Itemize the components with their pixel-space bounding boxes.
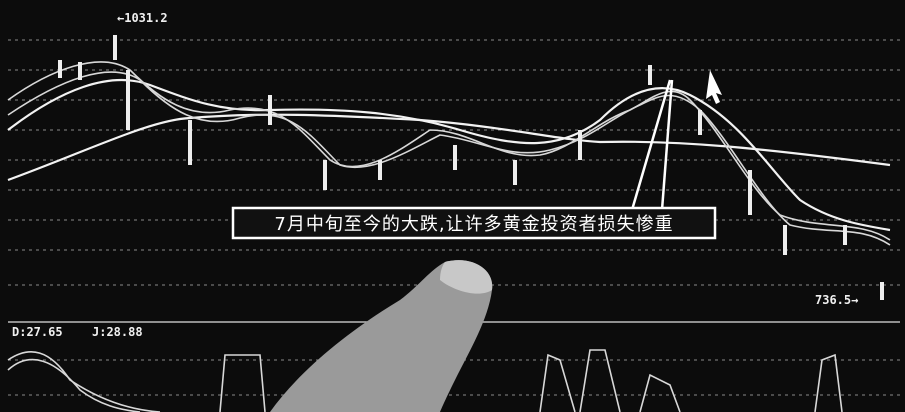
finger	[270, 260, 493, 412]
moving-averages	[7, 61, 891, 246]
indicator-d: D:27.65	[12, 325, 63, 339]
indicator-j: J:28.88	[92, 325, 143, 339]
low-label: 736.5→	[815, 293, 858, 307]
high-label: ←1031.2	[117, 11, 168, 25]
caption-box	[231, 206, 717, 240]
mouse-cursor	[706, 70, 722, 104]
caption: 7月中旬至今的大跌,让许多黄金投资者损失惨重	[274, 214, 673, 235]
indicator-lines	[7, 349, 843, 412]
grid	[8, 39, 900, 396]
candles	[58, 35, 884, 300]
pointer-lines	[630, 79, 674, 211]
